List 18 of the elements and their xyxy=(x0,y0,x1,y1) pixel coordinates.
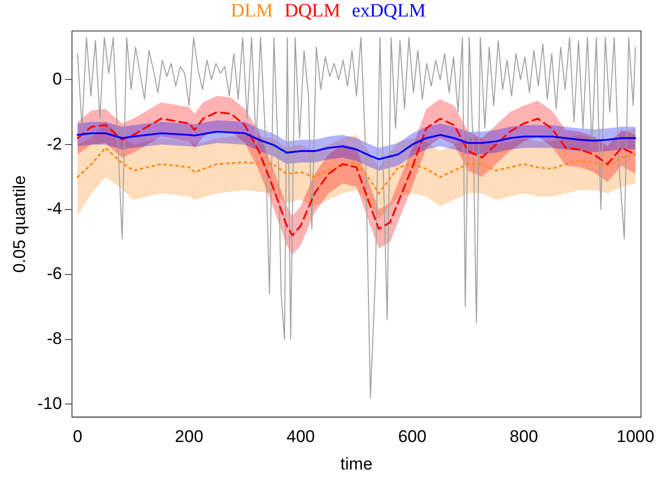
y-tick-label: -10 xyxy=(37,394,62,413)
x-tick-label: 200 xyxy=(174,427,204,446)
y-tick-label: -8 xyxy=(46,329,62,348)
text: exDQLM xyxy=(352,0,426,22)
y-tick-label: -4 xyxy=(46,199,62,218)
y-axis-title: 0.05 quantile xyxy=(10,175,29,273)
x-tick-label: 600 xyxy=(398,427,426,446)
x-tick-label: 800 xyxy=(510,427,538,446)
x-tick-label: 400 xyxy=(286,427,315,446)
y-tick-label: -2 xyxy=(46,134,62,154)
y-tick-label: -6 xyxy=(46,264,62,284)
x-axis-title: time xyxy=(340,454,373,474)
x-tick-label: 0 xyxy=(72,427,82,446)
x-tick-label: 1000 xyxy=(616,427,654,446)
line-series xyxy=(76,146,636,194)
y-tick-label: 0 xyxy=(52,69,62,88)
text: DQLM xyxy=(284,0,340,22)
text: DLM xyxy=(230,0,274,22)
